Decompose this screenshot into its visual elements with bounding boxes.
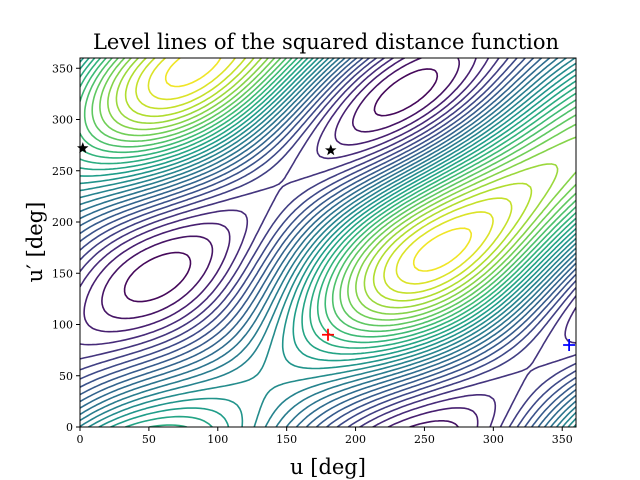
x-tick-label: 300 [483,433,504,446]
contour-level [80,58,576,338]
x-tick-label: 350 [552,433,573,446]
contour-level [107,58,576,315]
contour-level [164,58,472,272]
y-tick-label: 150 [52,267,73,280]
y-tick-label: 200 [52,216,73,229]
x-tick-label: 150 [276,433,297,446]
star-marker [76,142,89,154]
contour-level [80,58,576,427]
contour-level [99,58,576,321]
contour-level [115,58,559,309]
marker-layer [76,142,576,351]
contour-level [80,58,576,344]
contour-level [124,58,533,302]
y-axis-ticks: 0 50 100 150 200 250 300 350 [52,62,80,434]
x-tick-label: 50 [142,433,156,446]
y-axis-label: u′ [deg] [23,202,47,283]
contour-level [147,58,494,285]
contour-level [80,58,576,427]
contour-lines [80,58,576,427]
contour-level [91,58,576,327]
contour-level [80,58,576,427]
contour-level [83,58,576,333]
y-tick-label: 350 [52,62,73,75]
y-tick-label: 100 [52,319,73,332]
x-tick-label: 250 [414,433,435,446]
contour-level [101,58,460,427]
y-tick-label: 250 [52,165,73,178]
x-axis-label: u [deg] [290,455,366,479]
contour-level [80,58,576,427]
x-axis-ticks: 0 50 100 150 200 250 300 350 [77,427,573,446]
contour-level [80,58,576,427]
star-marker [324,144,337,156]
y-tick-label: 300 [52,114,73,127]
chart-title: Level lines of the squared distance func… [93,30,559,54]
plus-marker [563,339,576,351]
contour-level [83,58,479,427]
x-tick-label: 100 [207,433,228,446]
x-tick-label: 200 [345,433,366,446]
contour-level [135,58,513,294]
y-tick-label: 50 [59,370,73,383]
contour-level [80,58,576,427]
contour-level [80,58,576,427]
y-tick-label: 0 [66,421,73,434]
x-tick-label: 0 [77,433,84,446]
contour-level [123,68,439,303]
plus-marker [322,328,334,341]
plot-frame [79,57,577,428]
